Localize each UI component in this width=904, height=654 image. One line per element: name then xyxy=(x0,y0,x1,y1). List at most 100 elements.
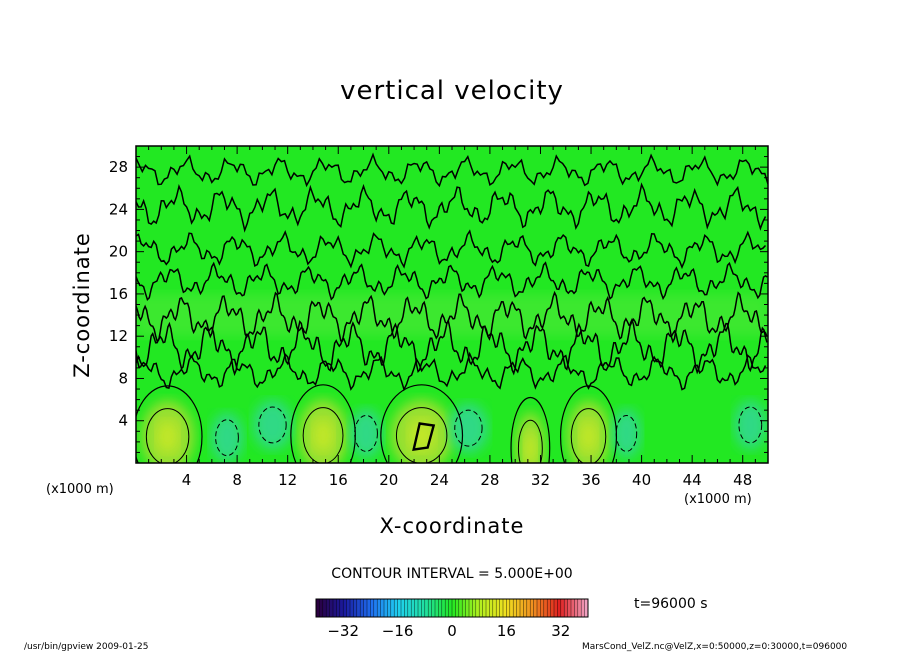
colorbar-swatch xyxy=(564,599,568,617)
colorbar-swatch xyxy=(489,599,494,617)
colorbar-swatch xyxy=(445,599,449,617)
x-tick-label: 8 xyxy=(232,471,242,489)
colorbar-swatch xyxy=(360,599,364,617)
colorbar-swatch xyxy=(526,599,531,617)
colorbar-swatch xyxy=(533,599,538,617)
colorbar-swatch xyxy=(479,599,483,617)
updraft-core xyxy=(524,431,537,463)
downdraft-contour xyxy=(258,406,287,444)
downdraft-contour xyxy=(215,419,239,457)
colorbar-swatch xyxy=(418,599,422,617)
colorbar-swatch xyxy=(554,599,558,617)
colorbar-swatch xyxy=(516,599,521,617)
colorbar-swatch xyxy=(370,599,375,617)
contour-line xyxy=(136,261,768,302)
updraft-contour-outer xyxy=(290,384,356,463)
x-tick-label: 28 xyxy=(480,471,499,489)
colorbar-swatch xyxy=(326,599,330,617)
colorbar-swatch xyxy=(475,599,480,617)
updraft-contour xyxy=(570,408,607,463)
colorbar-swatch xyxy=(482,599,487,617)
colorbar-swatch xyxy=(414,599,419,617)
colorbar-swatch xyxy=(329,599,334,617)
colorbar-swatch xyxy=(404,599,409,617)
colorbar-swatch xyxy=(540,599,545,617)
colorbar-swatch xyxy=(503,599,507,617)
colorbar-swatch xyxy=(421,599,426,617)
colorbar-tick-label: −16 xyxy=(382,622,414,640)
downdraft-contour xyxy=(354,414,378,452)
colorbar-swatch xyxy=(394,599,398,617)
colorbar-swatch xyxy=(435,599,439,617)
chart-title: vertical velocity xyxy=(340,76,564,106)
y-tick-label: 12 xyxy=(109,327,128,345)
updraft-contour-outer xyxy=(136,385,203,463)
colorbar-swatch xyxy=(567,599,572,617)
updraft-core xyxy=(156,420,179,454)
x-tick-label: 40 xyxy=(632,471,651,489)
updraft-contour xyxy=(145,408,190,463)
colorbar-swatch xyxy=(547,599,551,617)
colorbar-swatch xyxy=(428,599,432,617)
colorbar-swatch xyxy=(336,599,341,617)
colorbar-swatch xyxy=(465,599,470,617)
colorbar-swatch xyxy=(458,599,463,617)
colorbar-swatch xyxy=(333,599,337,617)
y-tick-label: 16 xyxy=(109,285,128,303)
x-tick-label: 16 xyxy=(329,471,348,489)
colorbar-swatch xyxy=(530,599,534,617)
footer-data-source: MarsCond_VelZ.nc@VelZ,x=0:50000,z=0:3000… xyxy=(582,642,848,652)
colorbar: −32 −16 0 16 32 xyxy=(315,598,589,640)
colorbar-swatch xyxy=(384,599,388,617)
colorbar-swatch xyxy=(523,599,528,617)
time-label: t=96000 s xyxy=(634,596,708,612)
colorbar-swatch xyxy=(322,599,327,617)
x-tick-label: 44 xyxy=(683,471,702,489)
contour-line xyxy=(136,351,767,392)
contour-line xyxy=(136,290,768,344)
contour-line xyxy=(136,152,768,188)
colorbar-swatch xyxy=(380,599,385,617)
updraft-contour-outer xyxy=(510,396,551,463)
colorbar-swatch xyxy=(431,599,436,617)
x-tick-label: 20 xyxy=(379,471,398,489)
updraft-contour xyxy=(395,407,448,463)
colorbar-swatch xyxy=(367,599,371,617)
colorbar-swatch xyxy=(316,599,320,617)
updraft-contour-outer xyxy=(380,384,464,463)
colorbar-swatch xyxy=(452,599,456,617)
x-unit-label-left: (x1000 m) xyxy=(46,482,114,497)
colorbar-swatch xyxy=(401,599,405,617)
colorbar-swatch xyxy=(356,599,361,617)
colorbar-swatch xyxy=(492,599,497,617)
colorbar-swatch xyxy=(438,599,443,617)
colorbar-swatch xyxy=(390,599,395,617)
footer-program-date: /usr/bin/gpview 2009-01-25 xyxy=(24,642,149,652)
colorbar-swatch xyxy=(469,599,473,617)
x-unit-label-right: (x1000 m) xyxy=(684,492,752,507)
downdraft-contour xyxy=(454,409,483,447)
strong-updraft-contour xyxy=(412,422,436,451)
updraft-contour xyxy=(302,407,344,463)
x-tick-label: 12 xyxy=(278,471,297,489)
colorbar-swatch xyxy=(472,599,477,617)
colorbar-swatch xyxy=(571,599,575,617)
x-axis-label: X-coordinate xyxy=(379,514,525,538)
colorbar-swatch xyxy=(343,599,347,617)
colorbar-swatch xyxy=(520,599,524,617)
updraft-core xyxy=(579,420,598,454)
colorbar-swatch xyxy=(584,599,589,617)
x-tick-label: 48 xyxy=(733,471,752,489)
colorbar-swatch xyxy=(411,599,415,617)
y-tick-label: 4 xyxy=(118,412,128,430)
colorbar-border xyxy=(315,598,589,618)
x-tick-label: 24 xyxy=(430,471,449,489)
colorbar-swatch xyxy=(424,599,429,617)
colorbar-swatch xyxy=(557,599,562,617)
updraft-core xyxy=(312,419,334,453)
colorbar-swatch xyxy=(350,599,354,617)
colorbar-tick-label: 32 xyxy=(551,622,570,640)
x-tick-label: 32 xyxy=(531,471,550,489)
colorbar-swatch xyxy=(462,599,466,617)
